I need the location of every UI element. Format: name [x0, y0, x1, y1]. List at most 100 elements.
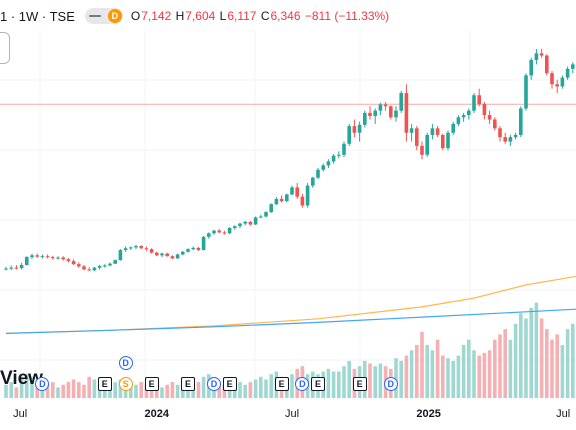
candle-body: [196, 247, 201, 251]
high-value: 7,604: [185, 9, 216, 23]
earnings-marker[interactable]: E: [181, 377, 195, 391]
candle-body: [529, 59, 533, 76]
volume-bar: [326, 368, 331, 398]
volume-bar: [186, 384, 190, 398]
symbol-title[interactable]: 1 · 1W · TSE: [0, 8, 75, 24]
candle-body: [165, 253, 169, 257]
candle-body: [305, 185, 310, 206]
dividend-marker[interactable]: D: [295, 377, 310, 391]
volume-bar: [191, 387, 195, 398]
volume-bar: [378, 363, 383, 398]
toggle-knob-icon: [88, 15, 101, 17]
volume-bar: [467, 339, 471, 398]
volume-bar: [87, 376, 91, 398]
volume-bar: [71, 379, 76, 398]
volume-bar: [290, 374, 294, 398]
ma-fast-line: [5, 275, 576, 334]
candle-body: [103, 265, 107, 267]
candle-body: [461, 115, 466, 118]
volume-bar: [399, 360, 403, 398]
volume-bar: [139, 382, 143, 398]
candle-body: [503, 137, 507, 142]
candle-body: [253, 217, 258, 225]
volume-bar: [373, 366, 377, 398]
x-axis-label: Jul: [556, 408, 571, 420]
earnings-marker[interactable]: E: [274, 377, 289, 391]
volume-bar: [113, 382, 117, 398]
volume-bar: [269, 374, 273, 398]
candle-body: [378, 104, 383, 111]
candle-body: [508, 137, 513, 142]
candle-body: [87, 269, 91, 271]
candle-body: [493, 119, 497, 129]
earnings-marker[interactable]: E: [311, 377, 325, 391]
volume-bar: [461, 345, 466, 398]
candle-body: [113, 260, 117, 264]
volume-bar: [477, 355, 481, 398]
collapse-panel-button[interactable]: [0, 32, 10, 64]
volume-bar: [404, 355, 409, 398]
dividend-marker[interactable]: D: [207, 377, 221, 391]
dividend-marker[interactable]: D: [383, 377, 398, 391]
candle-body: [9, 267, 13, 269]
volume-bar: [550, 339, 554, 398]
candle-body: [342, 143, 346, 155]
candle-body: [446, 132, 450, 149]
earnings-marker[interactable]: E: [352, 377, 367, 391]
volume-bar: [103, 387, 107, 398]
dividend-marker[interactable]: D: [118, 356, 133, 370]
earnings-marker[interactable]: E: [97, 377, 112, 391]
volume-bar: [92, 379, 97, 398]
candle-body: [40, 256, 45, 258]
x-axis-label: 2024: [144, 408, 170, 420]
volume-bar: [519, 313, 523, 398]
volume-bar: [82, 384, 86, 398]
earnings-marker[interactable]: E: [222, 377, 237, 391]
volume-bar: [170, 382, 175, 398]
candle-body: [243, 221, 247, 224]
volume-bar: [61, 384, 65, 398]
x-axis-label: Jul: [284, 408, 300, 420]
candle-body: [545, 55, 549, 74]
candle-body: [19, 265, 24, 269]
candle-body: [92, 267, 97, 271]
volume-bar: [144, 384, 149, 398]
low-value: 6,117: [227, 9, 257, 23]
volume-bar: [508, 339, 513, 398]
dividend-marker[interactable]: D: [35, 377, 50, 391]
volume-bar: [571, 323, 575, 398]
earnings-marker[interactable]: E: [144, 377, 159, 391]
candle-body: [363, 112, 367, 125]
volume-bar: [196, 382, 201, 398]
candle-body: [430, 128, 435, 135]
volume-bar: [435, 339, 440, 398]
candle-body: [290, 187, 294, 195]
volume-bar: [409, 350, 414, 398]
candle-body: [399, 93, 403, 111]
candle-body: [352, 126, 357, 133]
candle-body: [389, 106, 393, 118]
candle-body: [144, 248, 149, 250]
candle-body: [498, 128, 502, 138]
candle-body: [534, 53, 539, 60]
volume-bar: [498, 334, 502, 398]
volume-bar: [513, 323, 518, 398]
indicator-toggle[interactable]: D: [84, 8, 123, 24]
volume-bar: [430, 350, 435, 398]
split-marker[interactable]: S: [118, 377, 133, 391]
candle-body: [207, 233, 211, 237]
candle-body: [71, 261, 76, 265]
volume-bar: [248, 382, 253, 398]
candle-body: [435, 128, 440, 135]
volume-bar: [35, 382, 39, 398]
candle-body: [170, 256, 175, 259]
candle-body: [238, 223, 242, 227]
candle-body: [331, 155, 336, 162]
volume-bar: [30, 376, 34, 398]
candle-body: [82, 266, 86, 270]
candle-body: [383, 104, 388, 107]
volume-bar: [108, 384, 112, 398]
candle-body: [45, 256, 50, 258]
volume-bar: [4, 384, 8, 398]
